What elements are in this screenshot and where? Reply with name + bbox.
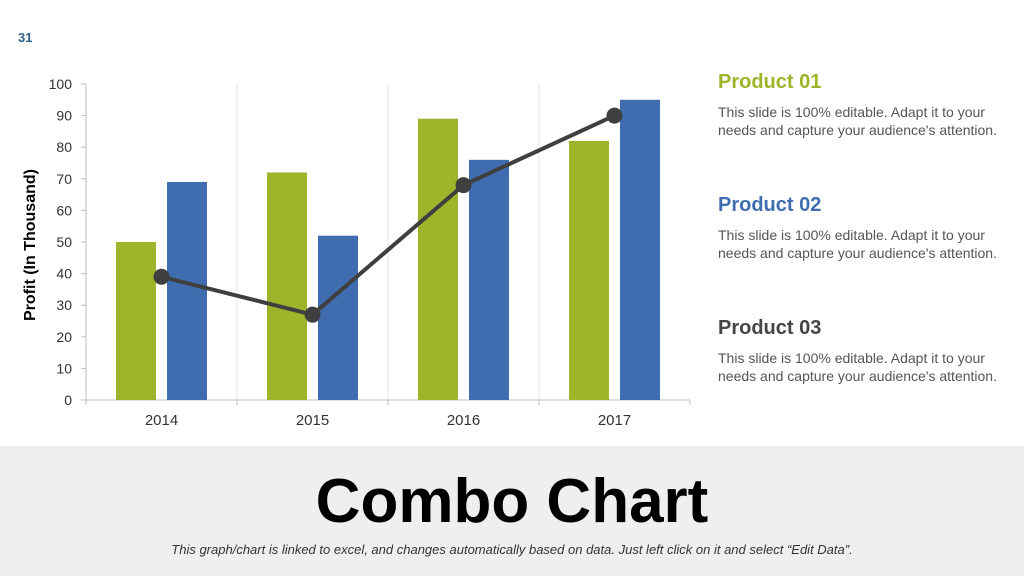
line-series (161, 113, 616, 317)
bar-series1-2015 (267, 172, 307, 400)
product-title: Product 03 (718, 317, 822, 339)
y-tick-label: 80 (56, 139, 72, 155)
y-tick-label: 20 (56, 329, 72, 345)
product-list: Product 01 This slide is 100% editable. … (718, 70, 1008, 439)
bar-series1-2014 (116, 242, 156, 400)
y-tick-label: 10 (56, 360, 72, 376)
bar-series2-2015 (318, 235, 358, 400)
product-item-01: Product 01 This slide is 100% editable. … (718, 70, 1008, 193)
combo-chart: 0 10 20 30 40 50 60 70 80 90 100 2014 2015 2016 2017 (49, 76, 691, 429)
bar-series1-2017 (569, 140, 609, 400)
y-tick-label: 50 (56, 234, 72, 250)
product-description: This slide is 100% editable. Adapt it to… (718, 227, 997, 261)
y-tick-label: 0 (64, 392, 72, 408)
bar-series2-2017 (620, 99, 660, 401)
x-tick-label: 2017 (598, 412, 631, 429)
y-tick-label: 100 (49, 76, 73, 92)
product-description: This slide is 100% editable. Adapt it to… (718, 350, 997, 384)
product-description: This slide is 100% editable. Adapt it to… (718, 104, 997, 138)
line-point-2015 (304, 306, 321, 323)
y-tick-label: 60 (56, 202, 72, 218)
footer-note: This graph/chart is linked to excel, and… (171, 542, 853, 557)
slide-title: Combo Chart (315, 467, 709, 536)
y-axis-label: Profit (In Thousand) (22, 169, 39, 321)
line-point-2014 (153, 268, 170, 285)
x-tick-label: 2015 (296, 412, 329, 429)
y-tick-label: 30 (56, 297, 72, 313)
slide-number: 31 (18, 30, 33, 45)
x-tick-label: 2016 (447, 412, 480, 429)
product-title: Product 01 (718, 71, 822, 93)
x-tick-label: 2014 (145, 412, 178, 429)
line-point-2016 (455, 177, 472, 194)
product-item-03: Product 03 This slide is 100% editable. … (718, 316, 1008, 439)
footer-banner: Combo Chart This graph/chart is linked t… (0, 446, 1024, 576)
y-tick-label: 70 (56, 171, 72, 187)
product-item-02: Product 02 This slide is 100% editable. … (718, 193, 1008, 316)
bar-series2-2016 (469, 159, 509, 400)
line-point-2017 (606, 107, 623, 124)
bar-series2-2014 (167, 181, 207, 400)
product-title: Product 02 (718, 194, 822, 216)
y-tick-label: 90 (56, 108, 72, 124)
y-tick-label: 40 (56, 266, 72, 282)
bar-series1-2016 (418, 118, 458, 400)
